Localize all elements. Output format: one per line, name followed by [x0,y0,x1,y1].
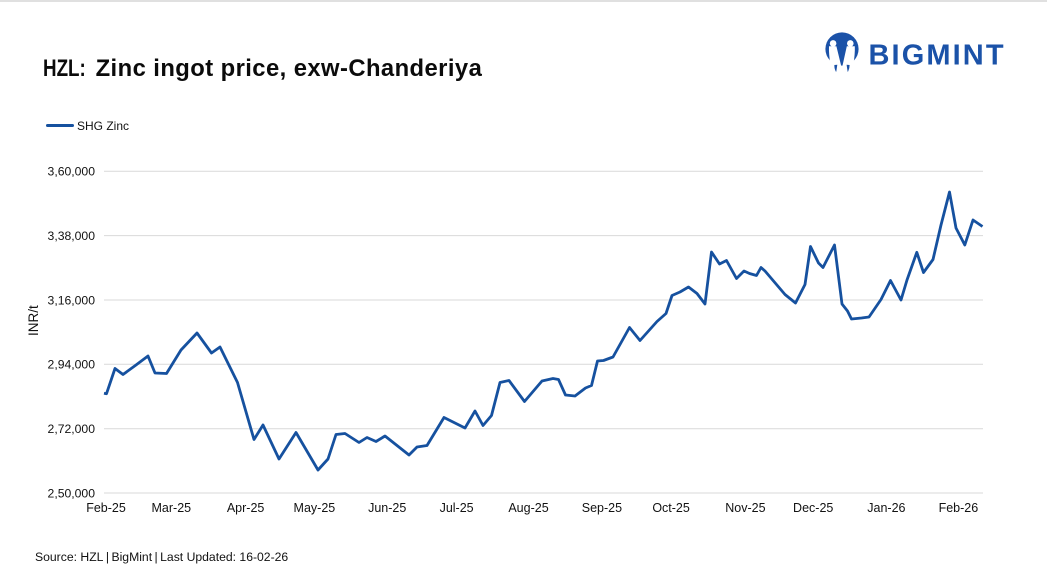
svg-text:Aug-25: Aug-25 [508,501,548,515]
svg-text:Jun-25: Jun-25 [368,501,406,515]
svg-text:3,16,000: 3,16,000 [48,293,96,307]
svg-text:2,72,000: 2,72,000 [48,422,96,436]
svg-text:2,94,000: 2,94,000 [48,358,96,372]
svg-text:Feb-25: Feb-25 [86,501,126,515]
svg-text:Sep-25: Sep-25 [582,501,622,515]
svg-text:Jul-25: Jul-25 [440,501,474,515]
svg-text:Oct-25: Oct-25 [652,501,690,515]
svg-text:BIGMINT: BIGMINT [869,39,1006,71]
svg-text:Apr-25: Apr-25 [227,501,265,515]
svg-text:2,50,000: 2,50,000 [48,486,96,500]
svg-text:Nov-25: Nov-25 [725,501,765,515]
svg-text:3,60,000: 3,60,000 [48,165,96,179]
svg-text:Mar-25: Mar-25 [152,501,192,515]
svg-text:Jan-26: Jan-26 [867,501,905,515]
svg-text:May-25: May-25 [294,501,336,515]
svg-text:Dec-25: Dec-25 [793,501,833,515]
svg-text:Feb-26: Feb-26 [939,501,979,515]
svg-text:INR/t: INR/t [26,305,41,336]
svg-text:3,38,000: 3,38,000 [48,229,96,243]
